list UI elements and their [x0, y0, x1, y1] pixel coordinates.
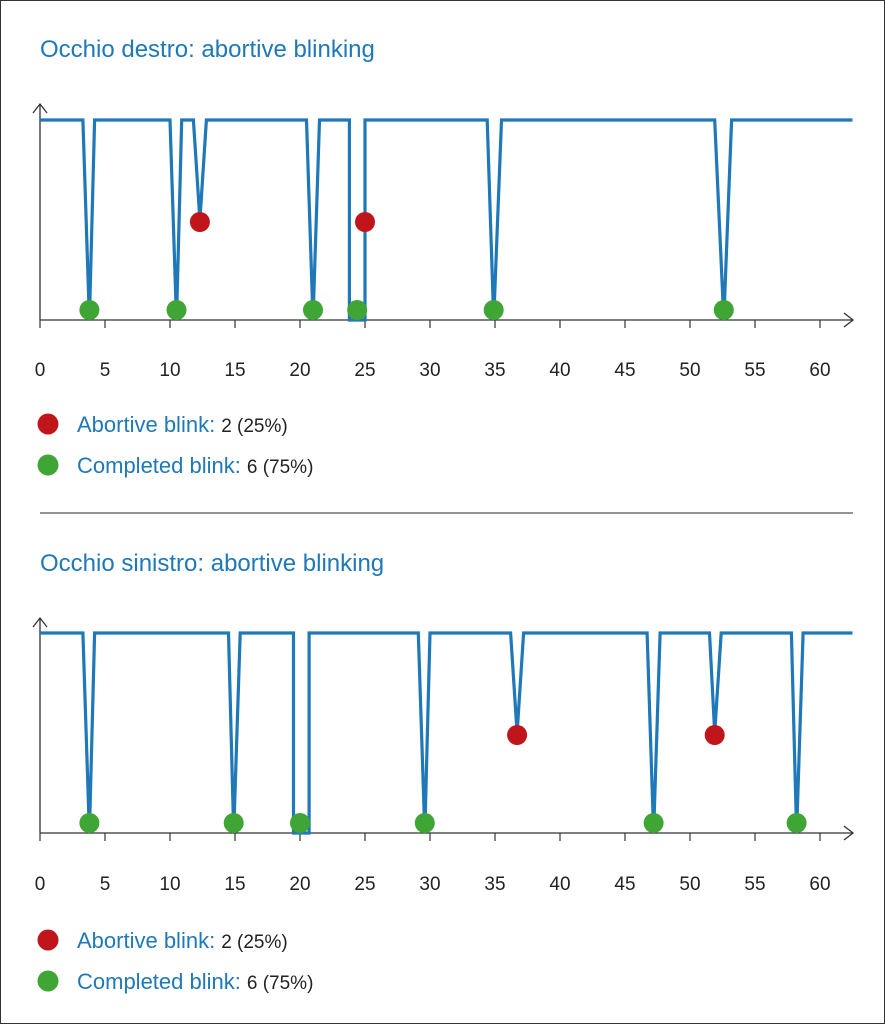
completed-blink-marker	[79, 300, 100, 320]
y-axis-arrow	[32, 616, 48, 628]
abortive-blink-marker	[704, 725, 725, 745]
x-tick-label: 50	[679, 874, 700, 895]
x-tick-label: 10	[159, 874, 180, 895]
completed-legend-label: Completed blink:	[77, 969, 241, 994]
chart-title: Occhio sinistro: abortive blinking	[40, 550, 384, 577]
x-tick-label: 10	[159, 360, 180, 381]
x-tick-label: 5	[100, 874, 111, 895]
chart-title: Occhio destro: abortive blinking	[40, 36, 375, 63]
x-tick-label: 0	[35, 874, 46, 895]
completed-blink-marker	[166, 300, 187, 320]
abortive-blink-marker	[507, 725, 528, 745]
completed-blink-marker	[414, 813, 435, 833]
x-tick-label: 5	[100, 360, 111, 381]
completed-blink-marker	[223, 813, 244, 833]
x-tick-label: 40	[549, 360, 570, 381]
completed-blink-marker	[483, 300, 504, 320]
abortive-blink-marker	[355, 212, 375, 232]
completed-legend-swatch	[37, 970, 59, 992]
chart-panel-1: Occhio destro: abortive blinking 0 5 10 15 20…	[32, 36, 855, 478]
x-tick-label: 30	[419, 874, 440, 895]
completed-blink-marker	[713, 300, 734, 320]
abortive-legend-label: Abortive blink:	[77, 412, 215, 437]
abortive-legend-label: Abortive blink:	[77, 928, 215, 953]
x-tick-label: 55	[744, 360, 765, 381]
x-tick-label: 20	[289, 874, 310, 895]
completed-legend-swatch	[37, 454, 59, 476]
completed-blink-marker	[303, 300, 323, 320]
completed-blink-marker	[290, 813, 310, 833]
x-tick-label: 45	[614, 874, 635, 895]
abortive-legend-value: 2 (25%)	[221, 932, 288, 953]
abortive-legend-value: 2 (25%)	[221, 416, 288, 437]
x-tick-label: 20	[289, 360, 310, 381]
completed-blink-marker	[643, 813, 664, 833]
x-tick-label: 60	[809, 360, 830, 381]
completed-blink-marker	[786, 813, 807, 833]
completed-legend-value: 6 (75%)	[247, 973, 314, 994]
eyelid-signal-line	[40, 118, 853, 322]
chart-panel-2: Occhio sinistro: abortive blinking 0 5 10 15…	[32, 550, 855, 994]
x-axis-arrow	[843, 312, 855, 328]
chart-panels: Occhio destro: abortive blinking 0 5 10 15 20…	[32, 36, 855, 994]
abortive-blink-marker	[189, 212, 210, 232]
x-tick-label: 60	[809, 874, 830, 895]
x-tick-label: 40	[549, 874, 570, 895]
x-tick-label: 0	[35, 360, 46, 381]
completed-blink-marker	[347, 300, 368, 320]
abortive-legend-swatch	[37, 413, 59, 435]
y-axis-arrow	[32, 102, 48, 114]
completed-legend-value: 6 (75%)	[247, 457, 314, 478]
abortive-legend-swatch	[37, 929, 59, 951]
x-tick-label: 35	[484, 360, 505, 381]
x-tick-label: 15	[224, 874, 245, 895]
x-tick-label: 25	[354, 360, 375, 381]
x-tick-label: 30	[419, 360, 440, 381]
x-tick-label: 55	[744, 874, 765, 895]
x-tick-label: 50	[679, 360, 700, 381]
x-tick-label: 35	[484, 874, 505, 895]
completed-legend-label: Completed blink:	[77, 453, 241, 478]
completed-blink-marker	[79, 813, 100, 833]
x-axis-arrow	[843, 825, 855, 841]
eyelid-signal-line	[40, 631, 853, 835]
x-tick-label: 15	[224, 360, 245, 381]
x-tick-label: 45	[614, 360, 635, 381]
x-tick-label: 25	[354, 874, 375, 895]
